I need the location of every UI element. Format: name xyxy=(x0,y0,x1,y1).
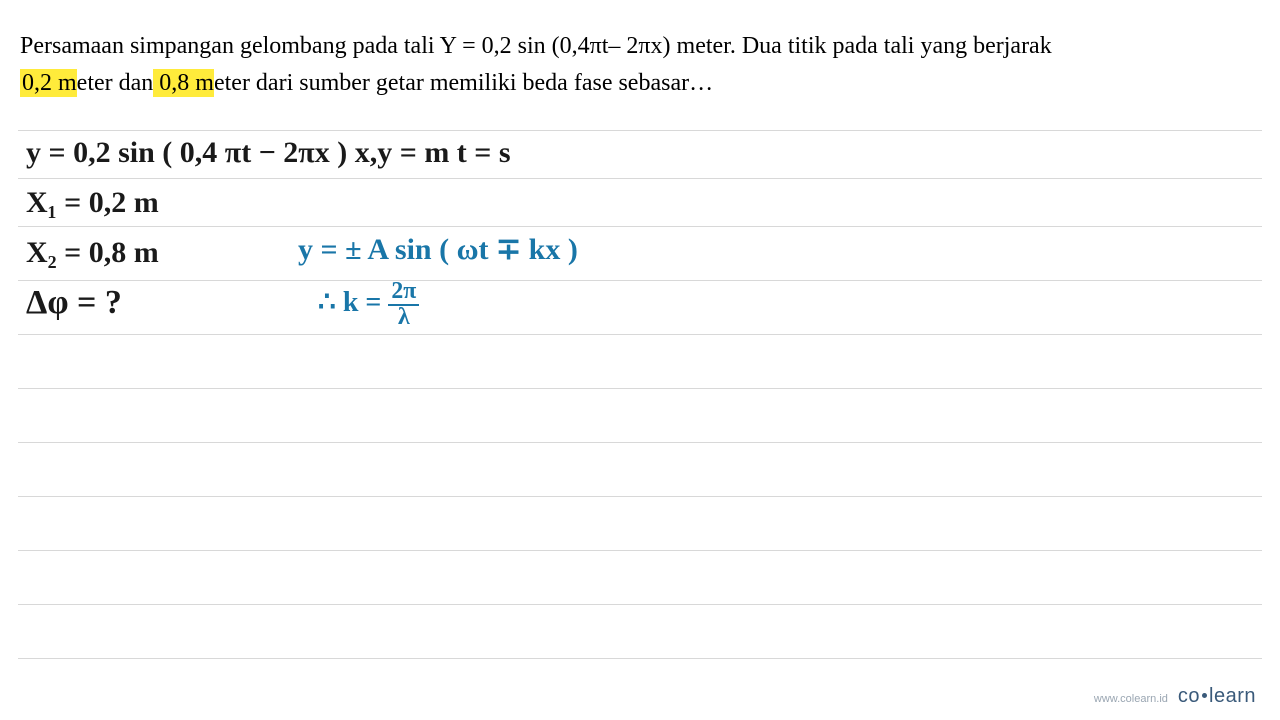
handwritten-formula: y = ± A sin ( ωt ∓ kx ) xyxy=(298,232,578,267)
rule-line xyxy=(18,604,1262,605)
footer-logo: colearn xyxy=(1178,685,1256,708)
highlight-1: 0,2 m xyxy=(20,69,77,97)
rule-line xyxy=(18,178,1262,179)
handwritten-equation-1: y = 0,2 sin ( 0,4 πt − 2πx ) x,y = m t =… xyxy=(26,136,511,170)
fraction-2pi-lambda: 2π λ xyxy=(388,280,419,330)
rule-line xyxy=(18,550,1262,551)
therefore-text: ∴ k = xyxy=(318,287,381,318)
notebook-area: y = 0,2 sin ( 0,4 πt − 2πx ) x,y = m t =… xyxy=(18,130,1262,680)
fraction-numerator: 2π xyxy=(388,280,419,306)
handwritten-x1: X₁ = 0,2 m xyxy=(26,186,159,220)
logo-co: co xyxy=(1178,685,1200,707)
rule-line xyxy=(18,130,1262,131)
rule-line xyxy=(18,226,1262,227)
footer-url: www.colearn.id xyxy=(1094,693,1168,705)
question-part2: eter dari sumber getar memiliki beda fas… xyxy=(214,70,713,96)
rule-line xyxy=(18,334,1262,335)
logo-dot-icon xyxy=(1202,693,1207,698)
question-text: Persamaan simpangan gelombang pada tali … xyxy=(0,0,1280,112)
handwritten-k-equals: ∴ k = 2π λ xyxy=(318,280,419,330)
question-part1: Persamaan simpangan gelombang pada tali … xyxy=(20,33,1052,59)
logo-learn: learn xyxy=(1209,685,1256,707)
rule-line xyxy=(18,388,1262,389)
rule-line xyxy=(18,442,1262,443)
handwritten-delta-phi: Δφ = ? xyxy=(26,284,122,322)
highlight-2: 0,8 m xyxy=(153,69,214,97)
rule-line xyxy=(18,658,1262,659)
footer: www.colearn.id colearn xyxy=(1094,685,1256,708)
rule-line xyxy=(18,496,1262,497)
fraction-denominator: λ xyxy=(395,306,413,330)
handwritten-x2: X₂ = 0,8 m xyxy=(26,236,159,270)
question-mid: eter dan xyxy=(77,70,154,96)
rule-line xyxy=(18,280,1262,281)
